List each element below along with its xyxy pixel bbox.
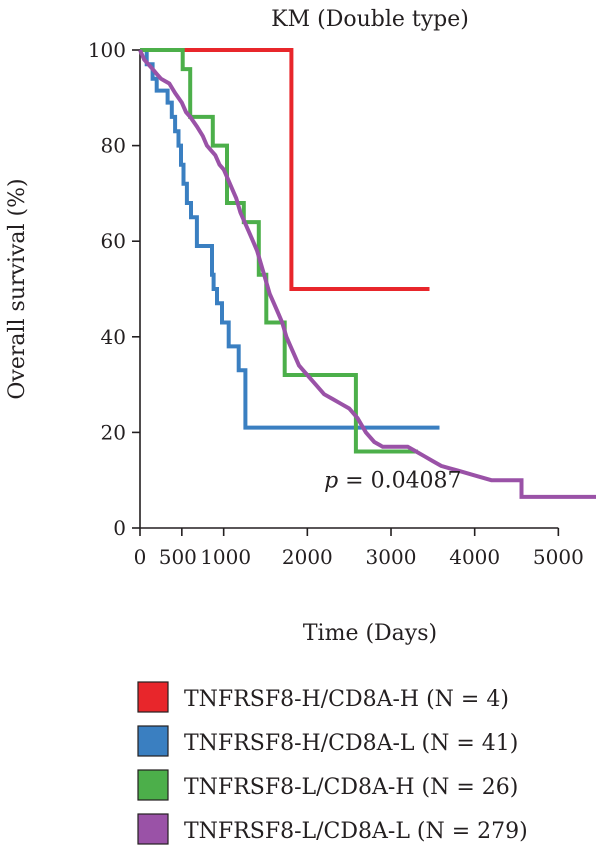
series-line-2 — [140, 48, 440, 430]
legend-label-4: TNFRSF8-L/CD8A-L (N = 279) — [184, 819, 528, 844]
y-tick-label: 0 — [113, 516, 126, 540]
x-tick-label: 3000 — [366, 545, 417, 569]
legend-swatch-2 — [137, 725, 169, 757]
legend-swatch-3 — [137, 769, 169, 801]
x-tick-label: 1000 — [200, 545, 251, 569]
p-symbol: p — [324, 468, 338, 493]
legend-swatch-1 — [137, 681, 169, 713]
y-tick-label: 40 — [101, 325, 126, 349]
legend-label-3: TNFRSF8-L/CD8A-H (N = 26) — [184, 775, 518, 800]
x-tick-label: 5000 — [533, 545, 584, 569]
y-tick-label: 20 — [101, 420, 126, 444]
x-tick-label: 0 — [134, 545, 147, 569]
series-line-1 — [140, 48, 430, 291]
legend: TNFRSF8-H/CD8A-H (N = 4) TNFRSF8-H/CD8A-L… — [137, 681, 528, 845]
x-tick-label: 2000 — [282, 545, 333, 569]
x-axis-label: Time (Days) — [303, 621, 437, 646]
legend-swatch-4 — [137, 813, 169, 845]
y-tick-label: 60 — [101, 229, 126, 253]
chart-title: KM (Double type) — [271, 7, 469, 32]
y-axis-label: Overall survival (%) — [5, 178, 30, 399]
series-line-3 — [140, 48, 418, 454]
y-tick-label: 80 — [101, 134, 126, 158]
x-tick-label: 500 — [159, 545, 197, 569]
series-line-4 — [138, 49, 596, 499]
legend-label-2: TNFRSF8-H/CD8A-L (N = 41) — [184, 731, 518, 756]
p-value-annotation: p = 0.04087 — [324, 468, 462, 493]
p-value: = 0.04087 — [338, 468, 461, 493]
x-tick-label: 4000 — [449, 545, 500, 569]
legend-label-1: TNFRSF8-H/CD8A-H (N = 4) — [184, 687, 509, 712]
y-tick-label: 100 — [88, 38, 126, 62]
